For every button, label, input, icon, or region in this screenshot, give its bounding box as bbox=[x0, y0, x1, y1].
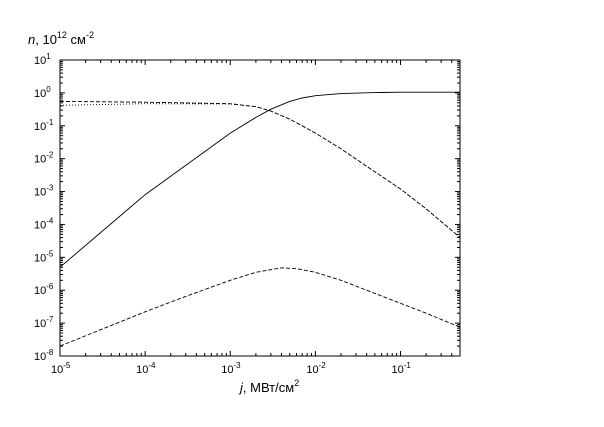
plot-frame bbox=[59, 59, 461, 357]
x-tick-label: 10-5 bbox=[51, 361, 71, 376]
series-line-2 bbox=[59, 100, 461, 238]
y-tick-label: 10-1 bbox=[34, 118, 54, 133]
x-axis-title: j, МВт/см2 bbox=[238, 378, 299, 395]
y-tick-label: 10-4 bbox=[34, 216, 54, 231]
y-tick-label: 10-8 bbox=[34, 348, 54, 363]
y-tick-label: 100 bbox=[34, 85, 51, 100]
series-layer bbox=[59, 91, 461, 347]
series-line-1 bbox=[59, 91, 460, 268]
series-line-4 bbox=[59, 267, 461, 347]
y-tick-label: 10-3 bbox=[34, 184, 54, 199]
x-tick-label: 10-3 bbox=[221, 361, 241, 376]
y-axis-title: n, 1012 см-2 bbox=[28, 30, 94, 47]
ticks: 10-5 10-4 10-3 10-2 10-1 101 100 10-1 10-2 10-3 10… bbox=[34, 52, 461, 376]
y-tick-label: 10-5 bbox=[34, 249, 54, 264]
series-line-3 bbox=[59, 103, 461, 238]
y-tick-label: 101 bbox=[34, 52, 51, 67]
y-tick-label: 10-2 bbox=[34, 151, 54, 166]
x-tick-label: 10-4 bbox=[136, 361, 156, 376]
y-tick-label: 10-6 bbox=[34, 282, 54, 297]
x-tick-label: 10-1 bbox=[392, 361, 412, 376]
y-tick-label: 10-7 bbox=[34, 315, 54, 330]
x-tick-label: 10-2 bbox=[306, 361, 326, 376]
